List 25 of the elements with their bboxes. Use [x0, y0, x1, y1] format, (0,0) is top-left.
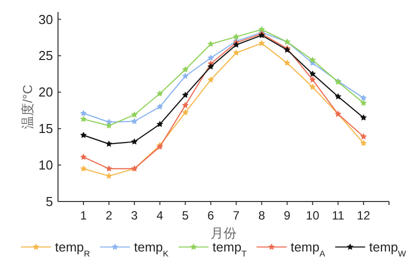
y-tick-label: 10: [38, 158, 53, 173]
x-tick-label: 5: [182, 208, 189, 222]
legend-label: temp$_{A}$: [290, 240, 326, 258]
y-tick-label: 15: [38, 121, 53, 136]
legend-label: temp$_{R}$: [54, 240, 90, 258]
y-axis-title: 温度/°C: [20, 84, 35, 129]
x-tick-label: 6: [207, 208, 214, 222]
x-tick-label: 4: [156, 208, 164, 222]
x-tick-label: 7: [232, 208, 240, 222]
x-tick-label: 8: [258, 208, 266, 222]
x-tick-label: 11: [332, 208, 345, 222]
legend-label: temp$_{T}$: [212, 240, 247, 258]
x-tick-label: 2: [106, 208, 113, 222]
legend-label: temp$_{W}$: [369, 240, 406, 258]
x-tick-label: 9: [284, 208, 291, 222]
legend-label: temp$_{K}$: [134, 240, 169, 258]
x-tick-label: 10: [306, 208, 320, 222]
x-tick-label: 12: [356, 208, 371, 222]
y-tick-label: 30: [38, 12, 53, 27]
y-tick-label: 5: [46, 194, 53, 209]
y-tick-label: 25: [38, 48, 53, 64]
x-axis-title: 月份: [210, 226, 236, 240]
x-tick-label: 3: [131, 208, 138, 222]
x-tick-label: 1: [80, 208, 88, 222]
y-tick-label: 20: [38, 84, 53, 100]
